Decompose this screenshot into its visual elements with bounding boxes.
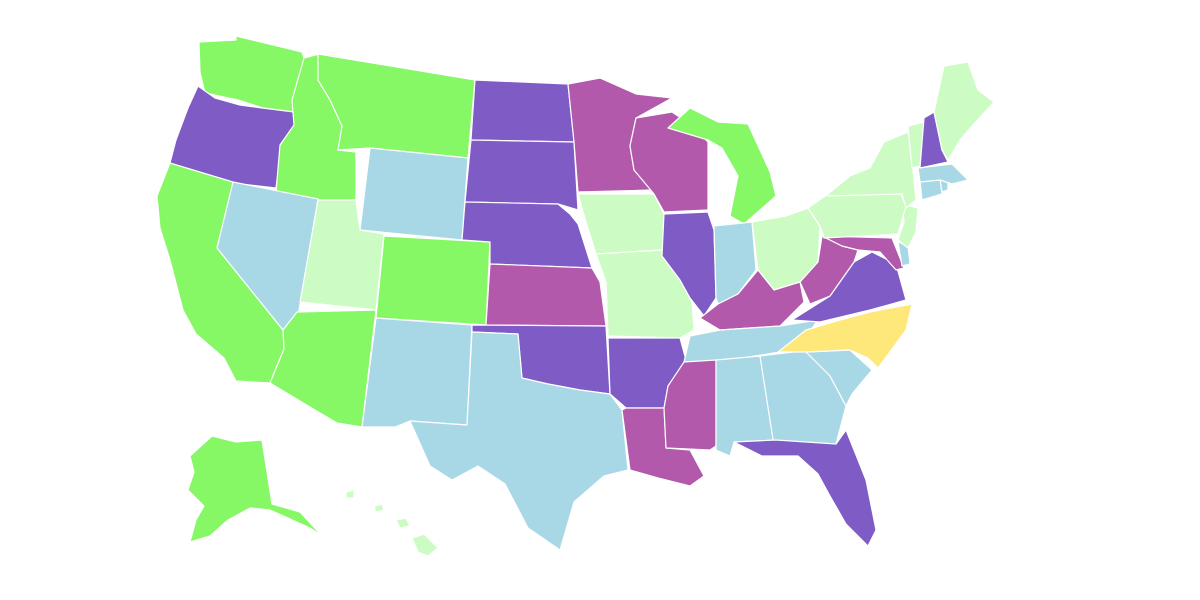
state-south-dakota[interactable]: [464, 139, 579, 211]
state-kansas[interactable]: [485, 263, 607, 327]
state-alaska[interactable]: [187, 435, 323, 543]
state-texas[interactable]: [409, 331, 629, 551]
state-north-carolina[interactable]: [777, 303, 913, 369]
state-colorado[interactable]: [375, 235, 491, 326]
state-new-mexico[interactable]: [361, 317, 473, 428]
state-wyoming[interactable]: [359, 147, 469, 241]
state-montana[interactable]: [317, 53, 476, 159]
state-utah[interactable]: [299, 199, 385, 311]
hawaii-kauai: [345, 489, 355, 499]
state-massachusetts[interactable]: [917, 163, 969, 185]
hawaii-maui: [395, 517, 411, 529]
state-new-jersey[interactable]: [897, 203, 919, 249]
state-north-dakota[interactable]: [470, 79, 575, 143]
state-florida[interactable]: [733, 429, 877, 547]
state-hawaii[interactable]: [345, 489, 439, 557]
hawaii-oahu: [373, 503, 385, 513]
hawaii-big-island: [411, 533, 439, 557]
state-iowa[interactable]: [577, 193, 671, 255]
state-arizona[interactable]: [269, 309, 377, 428]
state-pennsylvania[interactable]: [807, 191, 907, 239]
state-michigan[interactable]: [667, 107, 777, 225]
state-maryland[interactable]: [821, 235, 905, 271]
state-maine[interactable]: [933, 61, 995, 161]
